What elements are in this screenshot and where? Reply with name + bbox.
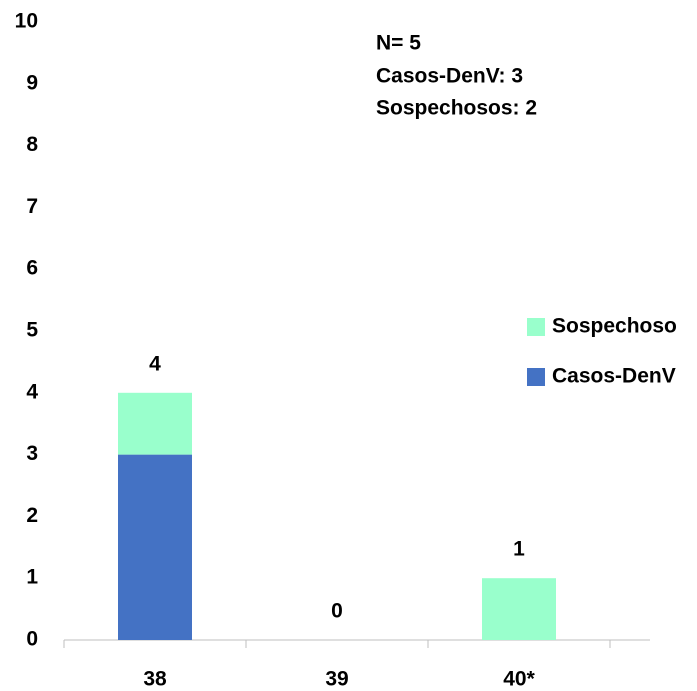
y-tick-label: 10: [15, 10, 38, 33]
annotation: Casos-DenV: 3: [376, 65, 523, 88]
annotation: Sospechosos: 2: [376, 97, 537, 120]
bar-segment: [118, 454, 192, 640]
y-tick-label: 7: [26, 195, 38, 218]
y-tick-label: 5: [26, 319, 38, 342]
legend-label: Sospechoso: [552, 315, 677, 338]
y-tick-label: 0: [26, 628, 38, 651]
x-tick-label: 39: [325, 668, 348, 691]
legend-swatch: [527, 318, 545, 336]
y-tick-label: 3: [26, 442, 38, 465]
x-tick-label: 38: [143, 668, 167, 691]
total-label: 1: [513, 538, 525, 561]
legend-swatch: [527, 368, 545, 386]
y-tick-label: 4: [26, 380, 38, 403]
total-label: 4: [149, 352, 161, 375]
bar-segment: [482, 578, 556, 640]
y-tick-label: 6: [26, 257, 38, 280]
total-label: 0: [331, 600, 343, 623]
annotation: N= 5: [376, 32, 421, 55]
y-tick-label: 8: [26, 133, 38, 156]
bar-segment: [118, 392, 192, 455]
y-tick-label: 2: [26, 504, 38, 527]
legend-label: Casos-DenV: [552, 365, 676, 388]
y-tick-label: 9: [26, 71, 38, 94]
y-tick-label: 1: [26, 566, 38, 589]
x-tick-label: 40*: [503, 668, 535, 691]
